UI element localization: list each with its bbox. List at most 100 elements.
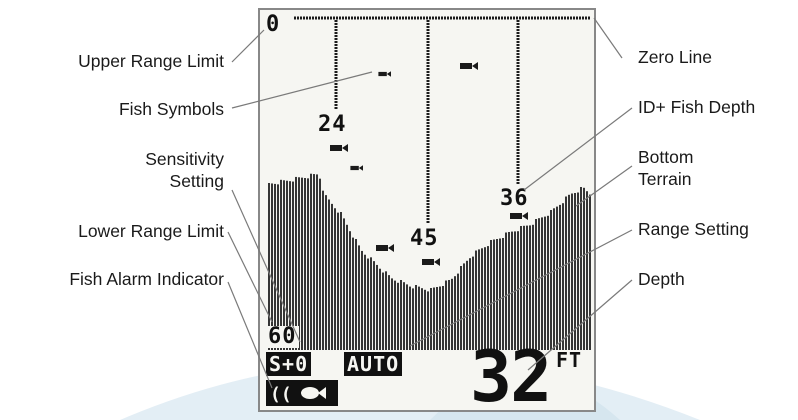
bottom-column [415, 285, 417, 350]
bottom-column [466, 260, 468, 350]
bottom-column [526, 225, 528, 350]
bottom-column [352, 237, 354, 350]
bottom-column [361, 250, 363, 350]
bottom-column [481, 248, 483, 350]
fish-symbol [330, 145, 342, 151]
bottom-column [535, 219, 537, 350]
bottom-column [505, 232, 507, 350]
bottom-column [310, 173, 312, 350]
bottom-column [484, 247, 486, 350]
bottom-column [394, 280, 396, 350]
bottom-column [553, 208, 555, 350]
bottom-column [412, 288, 414, 350]
fish-depth-label-2: 45 [410, 226, 439, 251]
bottom-column [574, 193, 576, 350]
bottom-column [298, 177, 300, 350]
fish-symbol [434, 258, 440, 266]
fish-symbol [358, 165, 363, 171]
bottom-column [463, 263, 465, 350]
bottom-column [511, 231, 513, 350]
fish-depth-label-3: 36 [500, 186, 529, 211]
bottom-column [409, 286, 411, 350]
lower-range-value: 60 [266, 324, 299, 349]
bottom-column [370, 257, 372, 350]
bottom-column [391, 278, 393, 350]
bottom-column [583, 187, 585, 350]
depth-unit: FT [556, 348, 583, 372]
label-id-fish-depth: ID+ Fish Depth [638, 97, 756, 117]
bottom-column [346, 224, 348, 350]
fish-symbol [510, 213, 522, 219]
bottom-column [418, 286, 420, 350]
bottom-column [319, 178, 321, 350]
fish-symbol [350, 165, 359, 171]
bottom-column [385, 271, 387, 350]
bottom-column [502, 238, 504, 350]
bottom-column [532, 224, 534, 350]
fish-alarm-icon: (( [270, 384, 326, 405]
bottom-column [403, 282, 405, 350]
bottom-column [325, 195, 327, 350]
bottom-column [556, 206, 558, 350]
range-setting: AUTO [344, 352, 403, 376]
bottom-column [304, 178, 306, 350]
bottom-column [349, 231, 351, 350]
bottom-column [316, 174, 318, 350]
bottom-column [496, 239, 498, 350]
bottom-column [454, 276, 456, 350]
fish-symbol [342, 144, 348, 152]
bottom-column [379, 268, 381, 350]
bottom-column [367, 258, 369, 350]
bottom-column [457, 273, 459, 350]
bottom-column [382, 272, 384, 350]
fish-symbol [460, 63, 472, 69]
bottom-column [541, 217, 543, 350]
bottom-column [397, 282, 399, 350]
bottom-column [313, 174, 315, 350]
sonar-display: 0 24 45 36 60 S+0 AUTO (( 32 FT [258, 8, 596, 412]
bottom-column [427, 291, 429, 350]
bottom-column [568, 194, 570, 350]
label-fish-alarm-indicator: Fish Alarm Indicator [69, 269, 224, 289]
bottom-column [328, 199, 330, 350]
bottom-column [523, 225, 525, 350]
bottom-column [445, 280, 447, 350]
bottom-column [430, 288, 432, 350]
svg-text:((: (( [270, 384, 292, 405]
bottom-column [343, 218, 345, 350]
bottom-column [340, 212, 342, 350]
label-lower-range-limit: Lower Range Limit [78, 221, 224, 241]
bottom-column [580, 187, 582, 350]
bottom-column [565, 196, 567, 350]
fish-depth-label-1: 24 [318, 112, 347, 137]
bottom-column [442, 286, 444, 350]
fish-symbol [386, 71, 391, 77]
bottom-column [487, 246, 489, 350]
bottom-column [436, 287, 438, 350]
label-upper-range-limit: Upper Range Limit [78, 51, 224, 71]
bottom-column [517, 231, 519, 350]
bottom-column [439, 286, 441, 350]
bottom-column [331, 203, 333, 350]
depth-value: 32 [470, 336, 552, 418]
bottom-column [478, 249, 480, 350]
bottom-column [547, 215, 549, 350]
label-bottom-terrain: Bottom Terrain [638, 147, 694, 189]
bottom-column [448, 280, 450, 350]
bottom-column [451, 278, 453, 350]
bottom-column [301, 177, 303, 350]
bottom-column [433, 287, 435, 350]
bottom-column [376, 264, 378, 350]
bottom-column [544, 216, 546, 350]
bottom-column [322, 190, 324, 350]
fish-alarm-indicator: (( [266, 380, 338, 406]
bottom-column [400, 280, 402, 350]
bottom-column [559, 204, 561, 350]
bottom-column [571, 193, 573, 350]
bottom-column [550, 210, 552, 350]
sensitivity-setting: S+0 [266, 352, 312, 376]
bottom-column [424, 289, 426, 350]
bottom-column [499, 238, 501, 350]
fish-symbol [422, 259, 434, 265]
